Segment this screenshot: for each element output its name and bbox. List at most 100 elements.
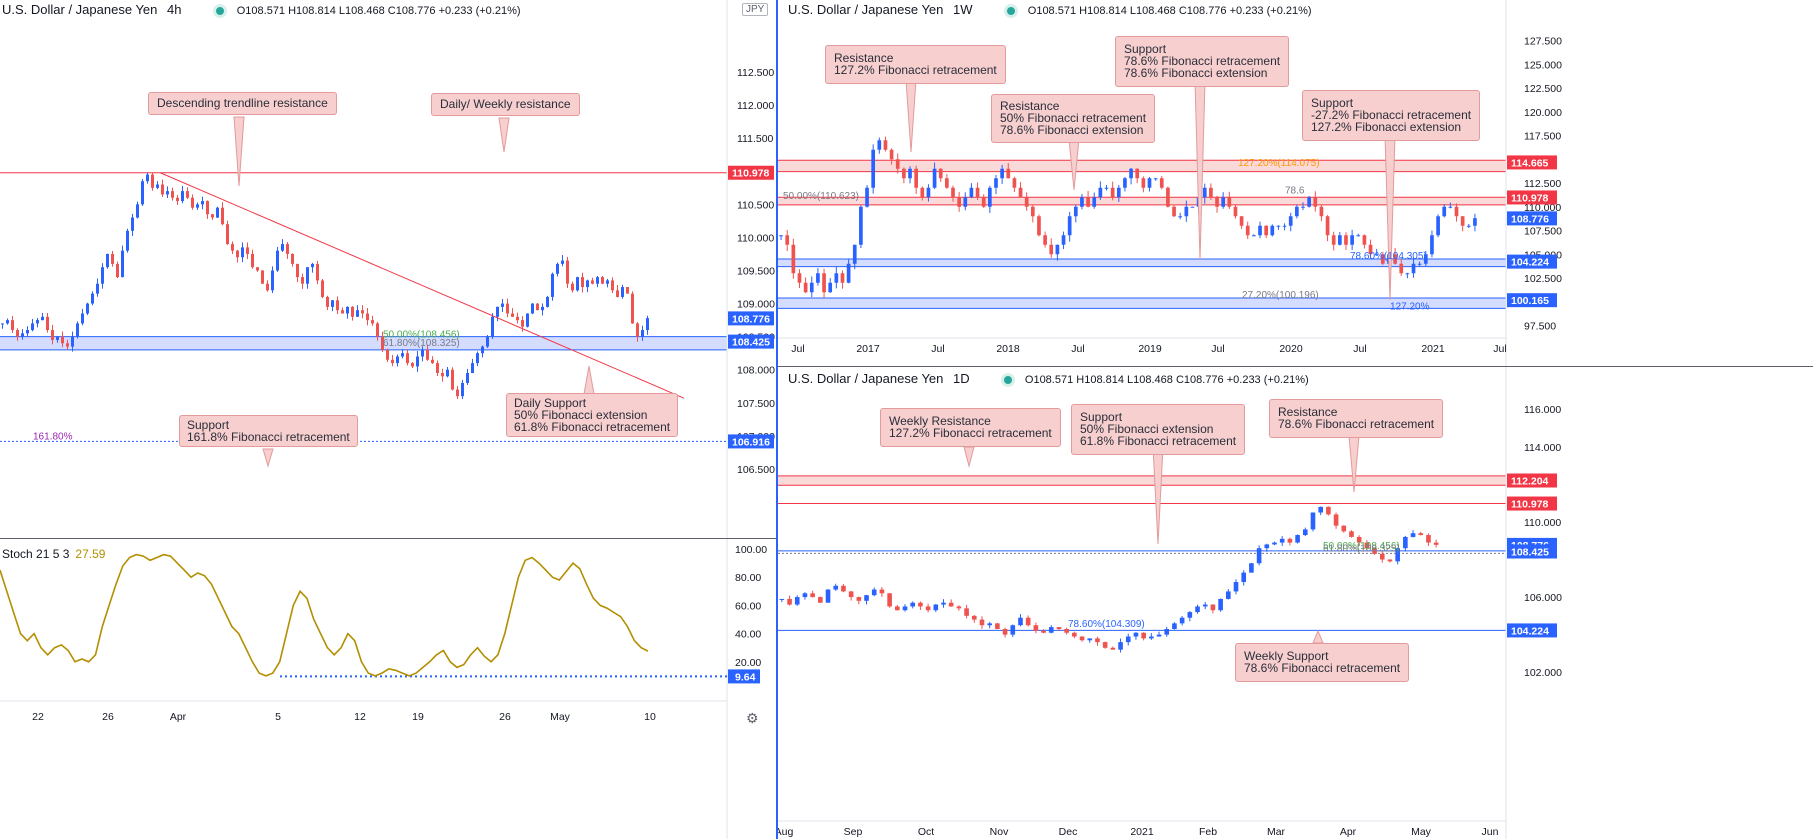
layout-divider[interactable] <box>776 0 778 839</box>
candle-body <box>895 159 900 169</box>
candle-body <box>1387 559 1393 562</box>
d1-plot[interactable]: 78.60%(104.309) 50.00%(108.456)61.80%(108… <box>778 367 1813 839</box>
candle-body <box>176 197 179 202</box>
candle-body <box>956 606 962 609</box>
level-band <box>778 297 1506 309</box>
currency-badge[interactable]: JPY <box>742 3 769 16</box>
candle-body <box>995 623 1000 629</box>
w1-plot[interactable]: 50.00%(110.623) 127.20%(114.075) 78.60%(10… <box>778 0 1813 366</box>
candle-body <box>451 369 454 390</box>
price-tick-label: 106.500 <box>737 464 775 476</box>
candle-body <box>846 263 851 283</box>
candle-body <box>106 253 109 268</box>
candle-body <box>101 267 104 284</box>
annotation-d1-weekly-support[interactable]: Weekly Support 78.6% Fibonacci retraceme… <box>1235 643 1410 682</box>
candle-body <box>1372 548 1377 554</box>
annotation-w1-support-786[interactable]: Support 78.6% Fibonacci retracement 78.6… <box>1115 36 1290 87</box>
candle-body <box>1037 216 1041 236</box>
candle-body <box>1104 187 1109 189</box>
candle-body <box>1411 263 1416 274</box>
price-tick-label: 97.500 <box>1524 321 1556 333</box>
candle-body <box>1 323 4 325</box>
stoch-tick-label: 20.00 <box>735 657 761 669</box>
candle-body <box>1423 254 1428 264</box>
candle-body <box>1405 273 1410 275</box>
candle-body <box>261 270 264 284</box>
candle-body <box>331 300 334 307</box>
price-tick-label: 108.000 <box>737 365 775 377</box>
annotation-daily-support[interactable]: Daily Support 50% Fibonacci extension 61… <box>506 393 679 437</box>
annotation-d1-weekly-resistance[interactable]: Weekly Resistance 127.2% Fibonacci retra… <box>880 408 1061 447</box>
candle-body <box>91 293 94 304</box>
candle-body <box>341 310 344 314</box>
candle-body <box>938 168 943 179</box>
price-tag-label: 110.978 <box>1511 192 1549 204</box>
candle-body <box>1018 187 1023 198</box>
candle-body <box>1123 178 1127 188</box>
candle-body <box>326 296 329 307</box>
candle-body <box>371 320 374 324</box>
settings-gear-icon: ⚙ <box>746 710 759 726</box>
time-tick-label: May <box>550 711 571 723</box>
candle-body <box>461 382 464 397</box>
annotation-w1-resistance-50[interactable]: Resistance 50% Fibonacci retracement 78.… <box>991 94 1156 143</box>
annotation-descending-trendline[interactable]: Descending trendline resistance <box>148 92 337 115</box>
time-tick-label: May <box>1411 826 1432 838</box>
stoch-plot[interactable]: 100.00 80.00 60.00 40.00 20.00 9.64 22 26 Apr 5 12… <box>0 539 776 839</box>
candle-body <box>1249 563 1254 573</box>
candle-body <box>926 187 931 198</box>
annotation-daily-weekly-resistance[interactable]: Daily/ Weekly resistance <box>431 93 580 116</box>
price-tag <box>728 669 760 684</box>
candle-body <box>381 336 384 350</box>
level-band <box>778 475 1506 486</box>
h4-plot[interactable]: 50.00%(108.456)61.80%(108.325) 161.80% 112… <box>0 0 776 539</box>
candle-body <box>201 201 204 205</box>
candle-body <box>416 356 419 367</box>
h4-chart-pane[interactable]: U.S. Dollar / Japanese Yen 4h O108.571 H… <box>0 0 776 539</box>
candle-body <box>1473 218 1477 226</box>
candle-body <box>526 313 529 327</box>
candle-body <box>1288 216 1293 226</box>
candle-body <box>794 597 800 605</box>
candle-body <box>1380 254 1385 264</box>
candle-body <box>1166 187 1170 207</box>
d1-interval[interactable]: 1D <box>953 371 970 386</box>
candle-body <box>1149 636 1154 639</box>
annotation-w1-support-272[interactable]: Support -27.2% Fibonacci retracement 127… <box>1302 90 1481 141</box>
fib-label: 27.20%(100.196) <box>1242 290 1319 301</box>
pane-separator[interactable] <box>0 538 776 539</box>
candle-body <box>877 140 882 150</box>
annotation-w1-resistance-127[interactable]: Resistance 127.2% Fibonacci retracement <box>825 45 1006 84</box>
annotation-support-161[interactable]: Support 161.8% Fibonacci retracement <box>179 415 358 447</box>
candle-body <box>546 296 549 307</box>
candle-body <box>1048 627 1054 633</box>
candle-body <box>1349 531 1354 537</box>
w1-interval[interactable]: 1W <box>953 2 973 17</box>
candle-body <box>181 191 184 202</box>
candle-body <box>311 263 314 268</box>
candle-body <box>908 168 912 179</box>
price-tick-label: 112.000 <box>737 100 774 112</box>
candle-body <box>571 283 574 291</box>
candle-body <box>11 320 14 331</box>
annotation-d1-support-50[interactable]: Support 50% Fibonacci extension 61.8% Fi… <box>1071 404 1246 455</box>
candle-body <box>1338 235 1342 245</box>
pane-separator[interactable] <box>778 366 1813 367</box>
time-tick-label: Apr <box>170 711 187 723</box>
stoch-pane[interactable]: Stoch 21 5 3 27.59 100.00 80.00 60.00 40.00 2… <box>0 539 776 839</box>
candle-body <box>511 313 514 317</box>
candle-body <box>787 598 792 605</box>
d1-chart-pane[interactable]: U.S. Dollar / Japanese Yen 1D O108.571 H… <box>778 367 1813 839</box>
candle-body <box>910 602 916 607</box>
candle-body <box>964 608 969 616</box>
candle-body <box>481 346 484 354</box>
candle-body <box>879 589 885 594</box>
annotation-d1-resistance-786[interactable]: Resistance 78.6% Fibonacci retracement <box>1269 399 1444 438</box>
w1-chart-pane[interactable]: U.S. Dollar / Japanese Yen 1W O108.571 H… <box>778 0 1813 366</box>
candle-body <box>206 201 209 215</box>
h4-interval[interactable]: 4h <box>167 2 182 17</box>
stoch-tick-label: 80.00 <box>735 572 761 584</box>
candle-body <box>241 247 244 258</box>
candle-body <box>1041 630 1046 633</box>
price-tick-label: 102.500 <box>1524 273 1562 285</box>
